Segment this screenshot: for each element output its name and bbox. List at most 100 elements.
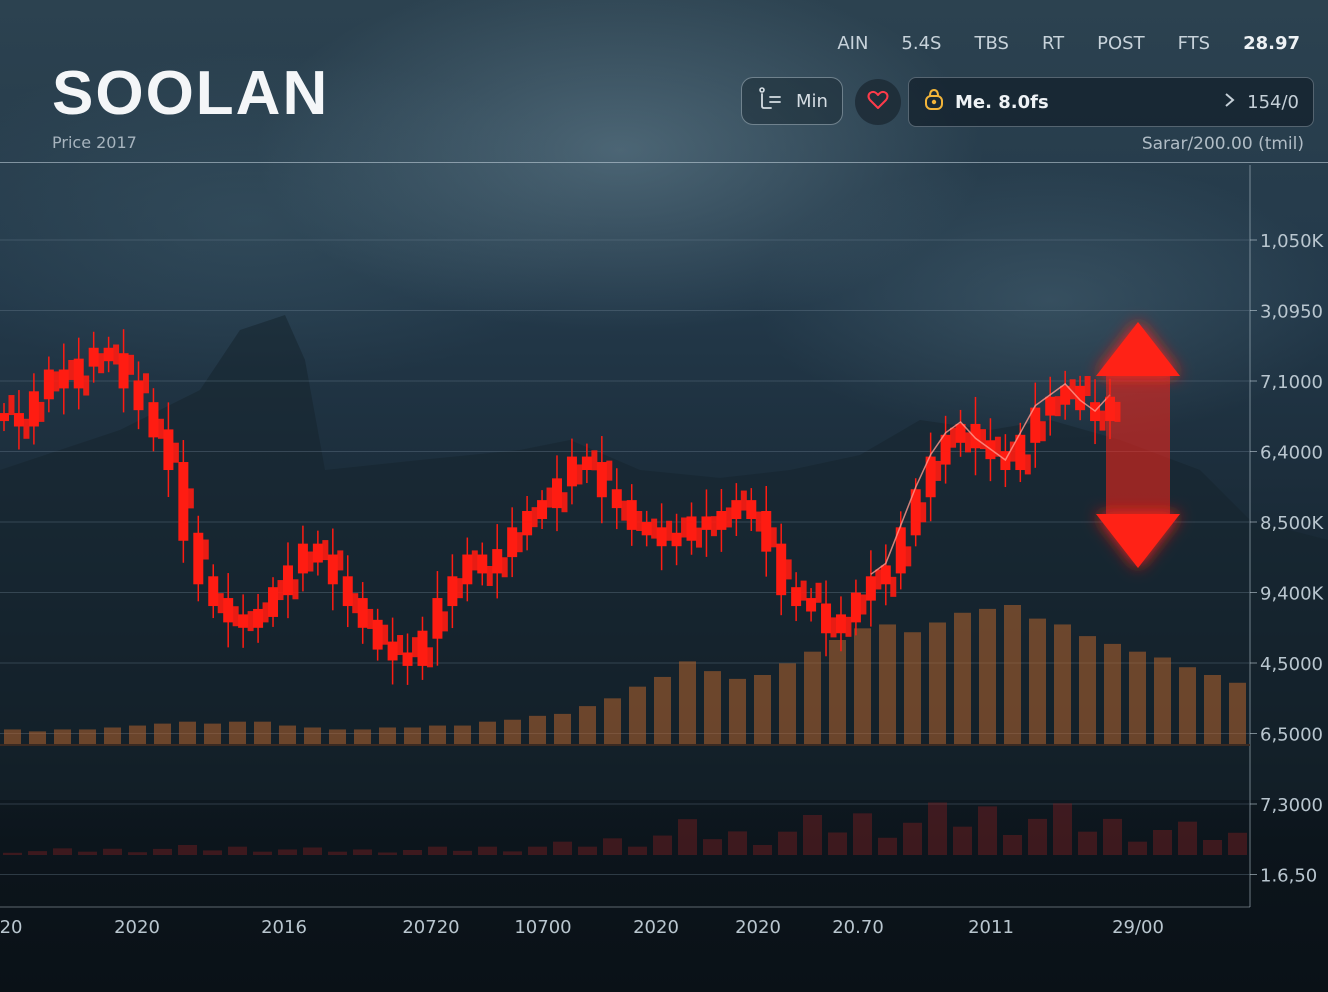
nav-item-rt[interactable]: RT: [1041, 33, 1065, 54]
candle-body: [701, 516, 712, 530]
x-tick-label: 2020: [114, 917, 160, 938]
min-button[interactable]: Min: [741, 77, 843, 125]
candle-body: [247, 611, 254, 632]
volume-bar: [1079, 636, 1096, 745]
volume-reflection-bar: [578, 846, 597, 855]
candle-body: [417, 630, 428, 666]
volume-bar: [4, 729, 21, 745]
candle-body: [920, 502, 927, 523]
volume-reflection-bar: [928, 802, 947, 855]
candle-body: [821, 603, 832, 634]
heart-icon: [867, 90, 889, 114]
candle-body: [357, 598, 368, 628]
candle-body: [282, 565, 293, 596]
market-selector-value: 154/0: [1247, 91, 1299, 113]
volume-reflection-bar: [403, 850, 422, 855]
volume-reflection-bar: [203, 850, 222, 855]
nav-item-54s[interactable]: 5.4S: [901, 33, 942, 54]
x-tick-label: 29/00: [1112, 917, 1164, 938]
volume-reflection-bar: [328, 851, 347, 855]
volume-reflection-bar: [1078, 831, 1097, 855]
volume-reflection-bar: [478, 846, 497, 855]
volume-bar: [129, 725, 146, 745]
candle-body: [501, 557, 508, 578]
candle-body: [387, 641, 398, 661]
candle-body: [776, 543, 787, 596]
volume-bar: [729, 678, 746, 745]
candle-body: [58, 369, 69, 389]
nav-item-post[interactable]: POST: [1097, 33, 1145, 54]
candle-body: [716, 511, 727, 530]
candle-body: [970, 423, 981, 449]
volume-bar: [304, 727, 321, 745]
volume-bar: [254, 721, 271, 745]
volume-reflection-bar: [1028, 818, 1047, 855]
candle-body: [686, 516, 697, 541]
x-tick-label: 2016: [261, 917, 307, 938]
volume-reflection-bar: [303, 847, 322, 855]
candle-body: [1039, 421, 1046, 442]
candle-body: [576, 464, 583, 485]
candle-body: [492, 549, 503, 574]
candle-body: [456, 578, 463, 599]
candle-body: [297, 543, 308, 574]
volume-bar: [579, 706, 596, 745]
trend-arrow-up-icon: [1096, 322, 1180, 376]
volume-bar: [654, 676, 671, 745]
candle-body: [641, 521, 652, 536]
volume-reflection-bar: [1203, 840, 1222, 855]
candle-body: [591, 450, 598, 471]
candle-body: [1009, 441, 1016, 462]
bag-icon: [923, 88, 945, 116]
candle-body: [895, 527, 906, 574]
candle-body: [307, 551, 314, 572]
candle-body: [447, 576, 458, 607]
volume-bar: [1004, 605, 1021, 745]
candle-body: [785, 559, 792, 580]
candle-body: [88, 347, 99, 367]
volume-reflection-bar: [378, 852, 397, 855]
volume-bar: [29, 731, 46, 745]
candle-body: [671, 532, 682, 547]
candle-body: [1099, 410, 1106, 431]
candle-body: [208, 576, 219, 607]
candle-body: [531, 507, 538, 528]
volume-reflection-bar: [353, 849, 372, 855]
candle-body: [352, 593, 359, 614]
volume-bar: [679, 661, 696, 745]
candle-body: [103, 347, 114, 362]
volume-bar: [104, 727, 121, 745]
candle-body: [1030, 407, 1041, 443]
nav-item-ain[interactable]: AIN: [837, 33, 869, 54]
candle-body: [486, 565, 493, 586]
volume-reflection-bar: [1103, 818, 1122, 855]
favorite-button[interactable]: [855, 79, 901, 125]
volume-bar: [854, 628, 871, 745]
candle-body: [845, 616, 852, 637]
x-tick-label: :20: [0, 917, 22, 938]
volume-reflection-bar: [278, 849, 297, 855]
candle-body: [38, 401, 45, 422]
volume-reflection-bar: [628, 846, 647, 855]
candle-body: [880, 565, 891, 585]
candle-body: [83, 375, 90, 396]
nav-item-tbs[interactable]: TBS: [974, 33, 1009, 54]
volume-bar: [379, 727, 396, 745]
candle-body: [68, 359, 75, 380]
candle-body: [113, 344, 120, 365]
volume-bar: [54, 729, 71, 745]
candle-body: [253, 608, 264, 628]
candle-body: [202, 539, 209, 560]
volume-bar: [1179, 667, 1196, 745]
nav-item-fts[interactable]: FTS: [1177, 33, 1211, 54]
volume-reflection-bar: [178, 845, 197, 855]
volume-bar: [1129, 651, 1146, 745]
candle-body: [1024, 454, 1031, 475]
volume-reflection-bar: [703, 839, 722, 855]
candle-body: [950, 427, 957, 448]
volume-bar: [829, 640, 846, 745]
volume-bar: [804, 651, 821, 745]
volume-bar: [754, 675, 771, 745]
market-selector[interactable]: Me. 8.0fs 154/0: [908, 77, 1314, 127]
